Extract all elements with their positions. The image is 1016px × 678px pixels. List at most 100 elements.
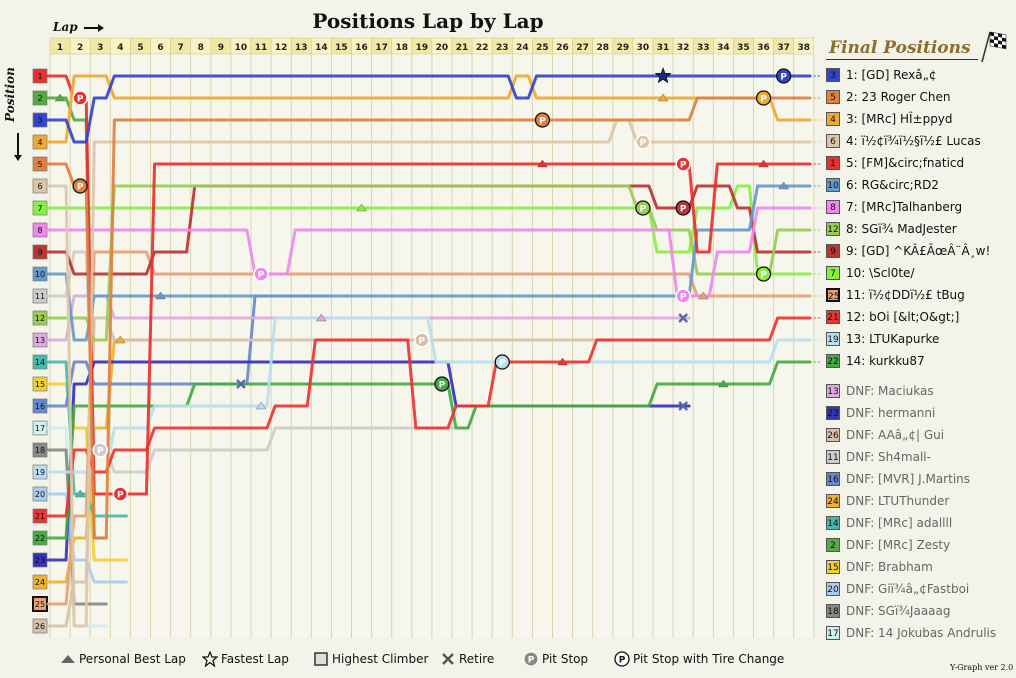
pit-stop-letter: P [760,95,767,105]
driver-result-label: 3: [MRc] HÎ±ppyd [846,112,953,126]
driver-result-label: 9: [GD] ^KÂ£ÃœÂ¨Â¸w! [846,244,991,258]
lap-tick-label: 22 [476,43,489,53]
pit-stop-marker: P [253,266,269,282]
lap-tick-label: 2 [77,43,83,53]
grid-position-badge: 13 [32,332,48,348]
dnf-entry: 17 DNF: 14 Jokubas Andrulis [826,624,996,642]
dnf-entry: 23 DNF: hermanni [826,404,935,422]
grid-position-label: 3 [37,116,42,125]
lap-tick-label: 33 [697,43,710,53]
grid-position-badge: 2 [32,90,48,106]
pit-stop-letter: P [640,205,647,215]
pit-stop-tire-marker: P [675,200,691,216]
driver-result-label: DNF: Brabham [846,560,933,574]
final-position-entry: 7 10: \Scl0te/ [826,264,914,282]
driver-grid-badge: 16 [826,472,840,486]
grid-position-label: 14 [35,358,45,367]
grid-position-badge: 11 [32,288,48,304]
grid-position-label: 5 [37,160,42,169]
final-position-entry: 9 9: [GD] ^KÂ£ÃœÂ¨Â¸w! [826,242,990,260]
retire-marker [678,401,688,411]
series-line [46,316,812,518]
driver-grid-badge: 10 [826,178,840,192]
personal-best-marker [114,335,126,344]
grid-position-badge: 17 [32,420,48,436]
personal-best-marker [557,357,568,366]
final-position-entry: 19 13: LTUKapurke [826,330,939,348]
personal-best-marker [255,401,267,410]
version-label: Y-Graph ver 2.0 [950,663,1014,672]
pit-stop-icon: P [523,651,539,667]
lap-tick-label: 27 [576,43,589,53]
driver-grid-badge: 6 [826,134,840,148]
lap-tick-label: 37 [777,43,790,53]
legend-label: Personal Best Lap [79,652,186,666]
driver-result-label: DNF: AAâ„¢| Gui [846,428,945,442]
dnf-entry: 2 DNF: [MRc] Zesty [826,536,950,554]
legend-item: Highest Climber [313,650,428,668]
driver-result-label: DNF: 14 Jokubas Andrulis [846,626,997,640]
pit-stop-marker: P [675,156,691,172]
driver-grid-badge: 14 [826,516,840,530]
pit-stop-marker: P [635,134,651,150]
lap-tick-label: 3 [97,43,103,53]
lap-tick-label: 30 [637,43,650,53]
grid-position-label: 23 [35,556,45,565]
pit-stop-marker: P [92,442,108,458]
pit-stop-tire-marker: P [494,354,510,370]
driver-grid-badge: 17 [826,626,840,640]
final-position-entry: 21 12: bOi [&lt;O&gt;] [826,308,959,326]
grid-position-badge: 22 [32,530,48,546]
grid-position-badge: 1 [32,68,48,84]
pit-stop-letter: P [499,359,506,369]
grid-position-badge: 8 [32,222,48,238]
series-line [46,184,812,342]
pit-stop-letter: P [640,139,647,149]
retire-marker [678,313,688,323]
driver-grid-badge: 1 [826,156,840,170]
driver-grid-badge: 25 [826,288,840,302]
final-position-entry: 1 5: [FM]&circ;fnaticd [826,154,964,172]
svg-text:P: P [528,656,535,666]
driver-grid-badge: 20 [826,582,840,596]
down-arrow-icon [14,133,22,161]
lap-tick-label: 5 [137,43,143,53]
fastest-lap-marker [654,67,672,84]
grid-position-label: 15 [35,380,45,389]
lap-tick-label: 12 [275,43,288,53]
driver-grid-badge: 8 [826,200,840,214]
lap-tick-label: 17 [375,43,388,53]
series-line [46,74,812,144]
series-line [46,316,812,474]
retire-cross-icon [442,653,454,665]
grid-position-badge: 6 [32,178,48,194]
retire-marker [236,379,246,389]
personal-best-marker [697,291,709,300]
lap-tick-label: 1 [57,43,63,53]
grid-position-label: 2 [37,94,42,103]
grid-position-badge: 14 [32,354,48,370]
legend-label: Highest Climber [332,652,429,666]
legend-label: Fastest Lap [221,652,289,666]
lap-tick-label: 29 [617,43,630,53]
driver-grid-badge: 5 [826,90,840,104]
grid-position-label: 13 [35,336,45,345]
final-position-entry: 25 11: ï½¢DDï½£ tBug [826,286,965,304]
driver-grid-badge: 12 [826,222,840,236]
dnf-entry: 26 DNF: AAâ„¢| Gui [826,426,944,444]
pit-stop-letter: P [117,491,124,501]
final-position-entry: 4 3: [MRc] HÎ±ppyd [826,110,953,128]
right-arrow-icon [84,24,104,32]
pit-stop-marker: P [675,288,691,304]
driver-result-label: 10: \Scl0te/ [846,266,915,280]
marker-group: P P P P P P P P P P P P P P P P P [54,67,792,502]
pit-stop-letter: P [680,293,687,303]
driver-grid-badge: 24 [826,494,840,508]
driver-result-label: 12: bOi [&lt;O&gt;] [846,310,960,324]
grid-position-badge: 26 [32,618,48,634]
lap-tick-label: 34 [717,43,730,53]
pit-stop-tire-change-icon: P [614,651,630,667]
personal-best-triangle-icon [61,655,75,663]
lap-tick-label: 11 [255,43,268,53]
